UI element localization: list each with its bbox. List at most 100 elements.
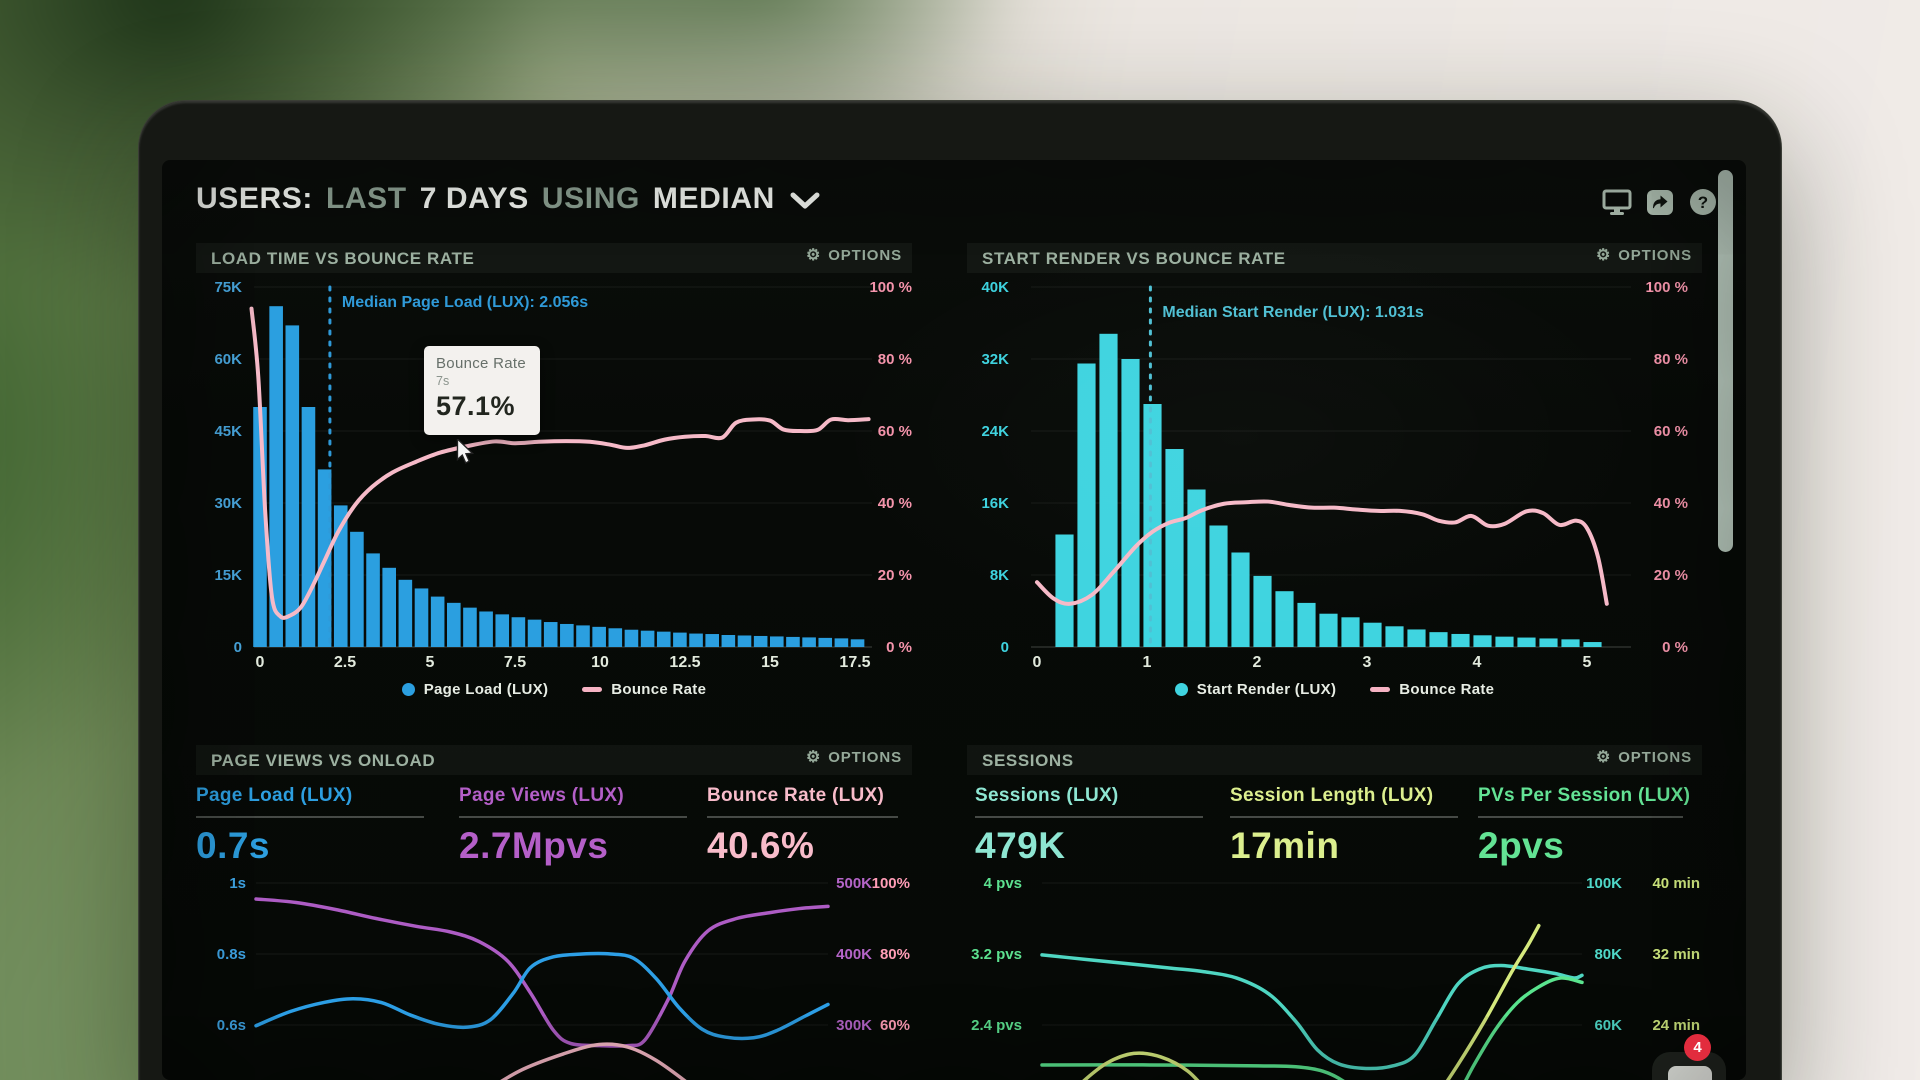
panel-title: PAGE VIEWS VS ONLOAD (211, 751, 436, 770)
svg-text:?: ? (1698, 193, 1708, 212)
metric-label: PVs Per Session (LUX) (1478, 785, 1691, 806)
gear-icon: ⚙ (1595, 246, 1612, 264)
svg-text:15K: 15K (214, 567, 242, 584)
legend-item[interactable]: Bounce Rate (1370, 681, 1494, 698)
svg-text:60K: 60K (1594, 1017, 1622, 1034)
title-users: USERS: (196, 182, 313, 215)
tooltip-bucket: 7s (436, 374, 450, 388)
svg-text:1s: 1s (229, 875, 246, 892)
metric-underline (1230, 816, 1458, 818)
title-7days: 7 DAYS (419, 182, 529, 215)
gear-icon: ⚙ (805, 246, 822, 264)
metric-value: 0.7s (196, 825, 271, 866)
svg-text:40 %: 40 % (1654, 495, 1688, 512)
svg-text:0.8s: 0.8s (217, 946, 246, 963)
metric-value: 2pvs (1478, 825, 1565, 866)
svg-text:60%: 60% (880, 1017, 910, 1034)
svg-text:2.5: 2.5 (334, 654, 356, 671)
svg-text:24K: 24K (981, 423, 1009, 440)
legend-dot-swatch (1174, 683, 1188, 696)
metric-underline (975, 816, 1203, 818)
page-views-chart[interactable]: 1s 500K 100% 0.8s 400K 80% 0.6s 300K 60% (196, 863, 912, 1080)
options-button[interactable]: ⚙ OPTIONS (1590, 246, 1698, 265)
svg-text:20 %: 20 % (1654, 567, 1688, 584)
page-title[interactable]: USERS: LAST 7 DAYS USING MEDIAN (196, 182, 820, 224)
legend-item[interactable]: Page Load (LUX) (401, 681, 549, 698)
svg-text:40K: 40K (981, 279, 1009, 296)
help-icon[interactable]: ? (1688, 188, 1718, 216)
svg-text:80 %: 80 % (1654, 351, 1688, 368)
legend-label: Page Load (LUX) (423, 681, 549, 698)
legend: Start Render (LUX) Bounce Rate (967, 681, 1702, 698)
legend-item[interactable]: Bounce Rate (582, 681, 706, 698)
tooltip-value: 57.1% (436, 391, 516, 421)
options-button[interactable]: ⚙ OPTIONS (800, 246, 908, 265)
options-label: OPTIONS (1618, 749, 1692, 766)
start-render-chart[interactable]: 40K 100 % 32K 80 % 24K 60 % 16K 40 % 8K 20 % 0 0 % 0… (967, 275, 1702, 675)
svg-text:32 min: 32 min (1652, 946, 1700, 963)
svg-text:20 %: 20 % (878, 567, 912, 584)
svg-text:16K: 16K (981, 495, 1009, 512)
metric-underline (196, 816, 424, 818)
legend-dash-swatch (582, 687, 603, 692)
svg-text:2: 2 (1253, 654, 1262, 671)
tooltip: Bounce Rate 7s 57.1% (424, 346, 540, 435)
svg-text:10: 10 (591, 654, 609, 671)
svg-text:40 min: 40 min (1652, 875, 1700, 892)
metric-page-load: Page Load (LUX) 0.7s (196, 785, 441, 867)
scrollbar-thumb[interactable] (1718, 170, 1733, 552)
metric-underline (459, 816, 687, 818)
share-icon[interactable] (1645, 188, 1675, 216)
panel-page-views-header: PAGE VIEWS VS ONLOAD ⚙ OPTIONS (196, 745, 912, 775)
svg-text:0 %: 0 % (886, 639, 912, 656)
svg-text:60 %: 60 % (878, 423, 912, 440)
options-label: OPTIONS (828, 247, 902, 264)
chat-icon (1668, 1066, 1712, 1080)
svg-text:3: 3 (1363, 654, 1372, 671)
display-icon[interactable] (1602, 188, 1632, 216)
metric-underline (707, 816, 898, 818)
dashboard-screen: USERS: LAST 7 DAYS USING MEDIAN ? LOAD TIM (162, 160, 1746, 1080)
svg-text:30K: 30K (214, 495, 242, 512)
panel-load-time-header: LOAD TIME VS BOUNCE RATE ⚙ OPTIONS (196, 243, 912, 273)
svg-text:Median Page Load (LUX): 2.056s: Median Page Load (LUX): 2.056s (342, 294, 588, 311)
svg-text:60 %: 60 % (1654, 423, 1688, 440)
mouse-cursor (456, 439, 475, 464)
svg-text:0 %: 0 % (1662, 639, 1688, 656)
svg-text:32K: 32K (981, 351, 1009, 368)
panel-start-render: START RENDER VS BOUNCE RATE ⚙ OPTIONS 40… (967, 243, 1702, 713)
legend-label: Start Render (LUX) (1196, 681, 1337, 698)
metric-underline (1478, 816, 1683, 818)
svg-text:75K: 75K (214, 279, 242, 296)
metric-pvs-per-session: PVs Per Session (LUX) 2pvs (1478, 785, 1698, 867)
metric-label: Bounce Rate (LUX) (707, 785, 885, 806)
legend: Page Load (LUX) Bounce Rate (196, 681, 912, 698)
legend-item[interactable]: Start Render (LUX) (1174, 681, 1337, 698)
options-button[interactable]: ⚙ OPTIONS (800, 748, 908, 767)
options-label: OPTIONS (828, 749, 902, 766)
svg-text:4: 4 (1473, 654, 1482, 671)
svg-text:8K: 8K (990, 567, 1009, 584)
svg-text:0.6s: 0.6s (217, 1017, 246, 1034)
title-using: USING (541, 182, 640, 215)
chevron-down-icon[interactable] (790, 192, 820, 210)
svg-text:400K: 400K (836, 946, 872, 963)
svg-text:100K: 100K (1586, 875, 1622, 892)
metric-label: Session Length (LUX) (1230, 785, 1434, 806)
panel-sessions: SESSIONS ⚙ OPTIONS Sessions (LUX) 479K S… (967, 745, 1702, 1080)
svg-text:17.5: 17.5 (839, 654, 870, 671)
svg-text:1: 1 (1143, 654, 1152, 671)
metric-value: 17min (1230, 825, 1340, 866)
legend-label: Bounce Rate (1399, 681, 1495, 698)
gear-icon: ⚙ (805, 748, 822, 766)
panel-title: LOAD TIME VS BOUNCE RATE (211, 249, 475, 268)
load-time-chart[interactable]: 75K 100 % 60K 80 % 45K 60 % 30K 40 % 15K 20 % 0 0 %… (196, 275, 912, 675)
svg-text:7.5: 7.5 (504, 654, 526, 671)
options-label: OPTIONS (1618, 247, 1692, 264)
svg-text:500K: 500K (836, 875, 872, 892)
options-button[interactable]: ⚙ OPTIONS (1590, 748, 1698, 767)
panel-load-time: LOAD TIME VS BOUNCE RATE ⚙ OPTIONS 75K 10… (196, 243, 912, 713)
svg-text:60K: 60K (214, 351, 242, 368)
sessions-chart[interactable]: 4 pvs 100K 40 min 3.2 pvs 80K 32 min 2.4 pvs 60… (967, 863, 1702, 1080)
